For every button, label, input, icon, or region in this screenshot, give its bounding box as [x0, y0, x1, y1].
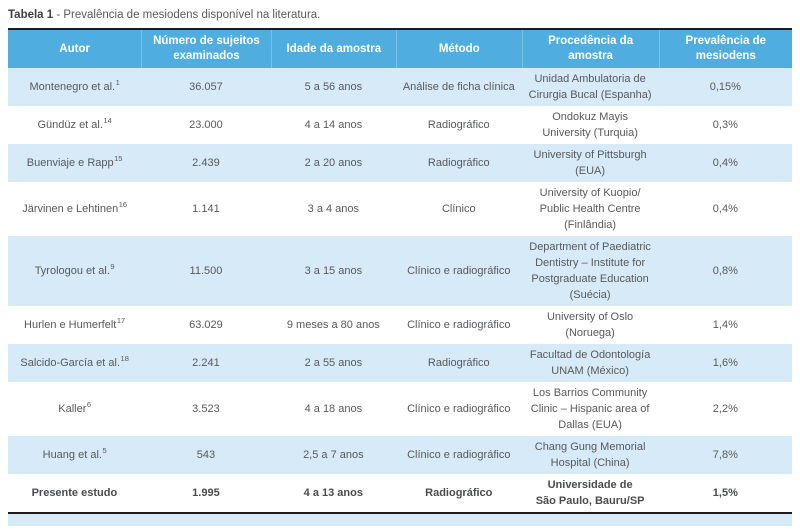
cell-method: Radiográfico [427, 119, 490, 131]
cell-method: Radiográfico [425, 487, 493, 499]
author-name: Buenviaje e Rapp [26, 157, 114, 169]
table-row: Kaller 6 3.523 4 a 18 anos Clínico e radi… [8, 382, 792, 436]
cell-method: Clínico [441, 203, 476, 215]
cell-prevalence: 1,4% [712, 319, 738, 331]
author-name: Salcido-García et al. [20, 357, 121, 369]
author-name: Gündüz et al. [37, 119, 103, 131]
cell-origin: Universidade de São Paulo, Bauru/SP [535, 479, 645, 507]
cell-subjects: 3.523 [192, 403, 220, 415]
cell-method: Clínico e radiográfico [407, 449, 511, 461]
cell-subjects: 36.057 [189, 81, 223, 93]
cell-origin: University of Pittsburgh (EUA) [533, 149, 647, 177]
author-name: Montenegro et al. [29, 81, 116, 93]
cell-author: Kaller 6 [58, 400, 92, 415]
table-row: Montenegro et al. 1 36.057 5 a 56 anos An… [8, 68, 792, 106]
table-caption-label: Tabela 1 [8, 9, 54, 21]
cell-subjects: 543 [196, 449, 216, 461]
author-name: Huang et al. [42, 449, 102, 461]
cell-author: Gündüz et al. 14 [37, 116, 112, 131]
cell-age: 4 a 18 anos [304, 403, 363, 415]
cell-age: 2 a 55 anos [304, 357, 363, 369]
cell-subjects: 23.000 [189, 119, 223, 131]
cell-prevalence: 1,6% [712, 357, 738, 369]
cell-prevalence: 0,15% [709, 81, 741, 93]
author-name: Presente estudo [31, 487, 118, 499]
column-header-autor: Autor [59, 42, 90, 55]
cell-author: Salcido-García et al. 18 [20, 354, 129, 369]
cell-subjects: 11.500 [189, 265, 223, 277]
author-name: Järvinen e Lehtinen [22, 203, 119, 215]
cell-origin: Ondokuz Mayis University (Turquia) [542, 111, 638, 139]
column-header-idade: Idade da amostra [270, 30, 396, 68]
cell-subjects: 63.029 [189, 319, 223, 331]
table-row: Huang et al. 5 543 2,5 a 7 anos Clínico e… [8, 436, 792, 474]
table-caption: Tabela 1 - Prevalência de mesiodens disp… [8, 0, 792, 28]
cell-origin: Los Barrios Community Clinic – Hispanic … [530, 387, 650, 431]
table-row: Hurlen e Humerfelt 17 63.029 9 meses a 80… [8, 306, 792, 344]
cell-prevalence: 0,4% [712, 157, 738, 169]
author-name: Kaller [58, 403, 87, 415]
cell-prevalence: 1,5% [712, 487, 738, 499]
cell-author: Järvinen e Lehtinen 16 [22, 200, 128, 215]
cell-prevalence: 7,8% [712, 449, 738, 461]
cell-author: Hurlen e Humerfelt 17 [24, 316, 126, 331]
cell-subjects: 1.141 [192, 203, 220, 215]
cell-method: Análise de ficha clínica [402, 81, 515, 93]
cell-prevalence: 2,2% [712, 403, 738, 415]
table-row-present-study: Presente estudo 1.995 4 a 13 anos Radiog… [8, 474, 792, 512]
cell-subjects: 2.439 [192, 157, 220, 169]
cell-origin: University of Oslo (Noruega) [546, 311, 634, 339]
cell-method: Clínico e radiográfico [407, 403, 511, 415]
column-header-metodo: Método [396, 30, 521, 68]
table-row: Buenviaje e Rapp 15 2.439 2 a 20 anos Rad… [8, 144, 792, 182]
column-header-numero-sujeitos: Número de sujeitos examinados [141, 30, 270, 68]
cell-age: 9 meses a 80 anos [286, 319, 380, 331]
cell-prevalence: 0,8% [712, 265, 738, 277]
cell-method: Radiográfico [427, 357, 490, 369]
cell-age: 5 a 56 anos [304, 81, 363, 93]
cell-origin: Unidad Ambulatoria de Cirurgia Bucal (Es… [528, 73, 652, 101]
table-header-row: Autor Número de sujeitos examinados Idad… [8, 30, 792, 68]
author-name: Tyrologou et al. [34, 265, 110, 277]
cell-age: 2 a 20 anos [304, 157, 363, 169]
cell-age: 2,5 a 7 anos [303, 449, 364, 461]
cell-author: Presente estudo [8, 474, 141, 512]
cell-author: Buenviaje e Rapp 15 [26, 154, 123, 169]
cell-age: 3 a 15 anos [304, 265, 363, 277]
cell-author: Montenegro et al. 1 [29, 78, 120, 93]
cell-age: 3 a 4 anos [307, 203, 360, 215]
column-header-procedencia: Procedência da amostra [521, 30, 659, 68]
cell-origin: University of Kuopio/ Public Health Cent… [539, 187, 641, 231]
cell-method: Clínico e radiográfico [407, 319, 511, 331]
cell-origin: Facultad de Odontología UNAM (México) [529, 349, 651, 377]
cell-subjects: 1.995 [192, 487, 220, 499]
cell-author: Huang et al. 5 [42, 446, 107, 461]
column-header-prevalencia: Prevalência de mesiodens [658, 30, 792, 68]
cell-method: Clínico e radiográfico [407, 265, 511, 277]
prevalence-table: Autor Número de sujeitos examinados Idad… [8, 28, 792, 514]
cell-origin: Chang Gung Memorial Hospital (China) [534, 441, 646, 469]
table-row: Gündüz et al. 14 23.000 4 a 14 anos Radio… [8, 106, 792, 144]
table-caption-text: - Prevalência de mesiodens disponível na… [53, 9, 321, 21]
cell-subjects: 2.241 [192, 357, 220, 369]
cell-origin: Department of Paediatric Dentistry – Ins… [529, 241, 651, 301]
cell-author: Tyrologou et al. 9 [34, 262, 115, 277]
cell-method: Radiográfico [427, 157, 490, 169]
cell-age: 4 a 14 anos [304, 119, 363, 131]
table-footer-strip [8, 514, 792, 526]
author-name: Hurlen e Humerfelt [24, 319, 117, 331]
table-row: Tyrologou et al. 9 11.500 3 a 15 anos Clí… [8, 236, 792, 306]
cell-age: 4 a 13 anos [303, 487, 363, 499]
table-row: Järvinen e Lehtinen 16 1.141 3 a 4 anos C… [8, 182, 792, 236]
cell-prevalence: 0,3% [712, 119, 738, 131]
table-row: Salcido-García et al. 18 2.241 2 a 55 ano… [8, 344, 792, 382]
cell-prevalence: 0,4% [712, 203, 738, 215]
